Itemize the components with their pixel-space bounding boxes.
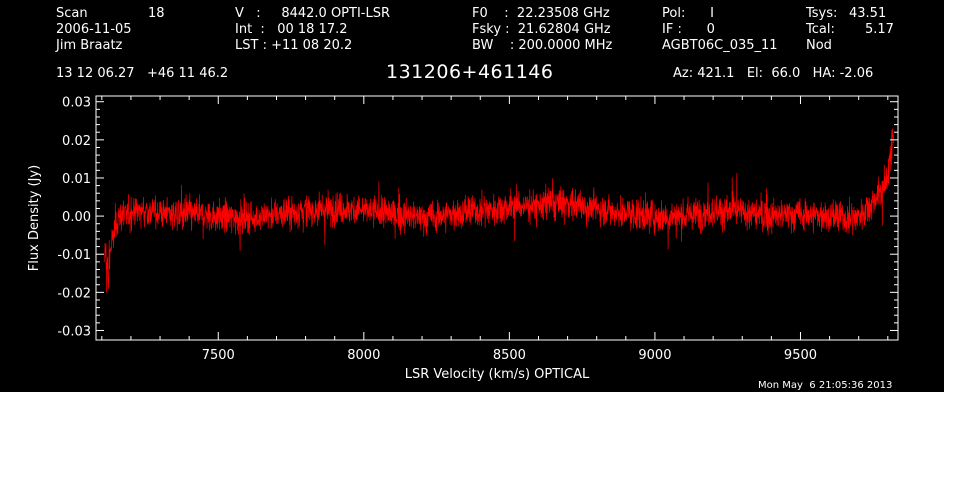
bandwidth-readout: BW : 200.0000 MHz (472, 38, 613, 53)
tsys-label: Tsys: (806, 6, 838, 21)
lst-readout: LST : +11 08 20.2 (235, 38, 353, 53)
plot-timestamp: Mon May 6 21:05:36 2013 (758, 380, 893, 391)
pointing-readout: Az: 421.1 El: 66.0 HA: -2.06 (673, 66, 874, 81)
if-readout: IF : 0 (662, 22, 715, 37)
observer-name: Jim Braatz (56, 38, 123, 53)
y-tick-label: -0.02 (57, 286, 91, 301)
y-tick-label: 0.03 (62, 96, 91, 111)
spectrum-plot-panel: Scan 18 2006-11-05 Jim Braatz V : 8442.0… (0, 0, 944, 392)
y-axis-label: Flux Density (Jy) (27, 165, 42, 271)
sky-frequency-readout: Fsky : 21.62804 GHz (472, 22, 611, 37)
spectrum-trace (104, 128, 894, 293)
project-id: AGBT06C_035_11 (662, 38, 778, 53)
y-tick-label: -0.01 (57, 248, 91, 263)
velocity-readout: V : 8442.0 OPTI-LSR (235, 6, 391, 21)
switching-mode: Nod (806, 38, 832, 53)
x-tick-label: 7500 (202, 348, 235, 363)
observation-date: 2006-11-05 (56, 22, 132, 37)
x-tick-label: 9500 (784, 348, 817, 363)
y-tick-label: 0.00 (62, 210, 91, 225)
spectrum-chart: 7500 8000 8500 9000 9500 -0.03 -0.02 -0.01 0.00 0… (27, 95, 899, 382)
integration-time-readout: Int : 00 18 17.2 (235, 22, 348, 37)
axes-frame: 7500 8000 8500 9000 9500 -0.03 -0.02 -0.01 0.00 0… (57, 95, 899, 363)
polarization-readout: Pol: I (662, 6, 714, 21)
tsys-value: 43.51 (849, 6, 887, 21)
scan-label: Scan (56, 6, 88, 21)
y-tick-label: 0.02 (62, 134, 91, 149)
y-tick-label: 0.01 (62, 172, 91, 187)
tcal-value: 5.17 (865, 22, 894, 37)
plot-frame (95, 95, 899, 341)
x-tick-label: 8500 (493, 348, 526, 363)
plot-area (104, 128, 894, 293)
tcal-label: Tcal: (806, 22, 835, 37)
source-coordinates: 13 12 06.27 +46 11 46.2 (56, 66, 229, 81)
source-name: 131206+461146 (386, 61, 554, 83)
scan-number: 18 (148, 6, 165, 21)
x-tick-label: 8000 (347, 348, 380, 363)
rest-frequency-readout: F0 : 22.23508 GHz (472, 6, 610, 21)
x-tick-label: 9000 (638, 348, 671, 363)
y-tick-label: -0.03 (57, 324, 91, 339)
x-axis-label: LSR Velocity (km/s) OPTICAL (405, 367, 590, 382)
